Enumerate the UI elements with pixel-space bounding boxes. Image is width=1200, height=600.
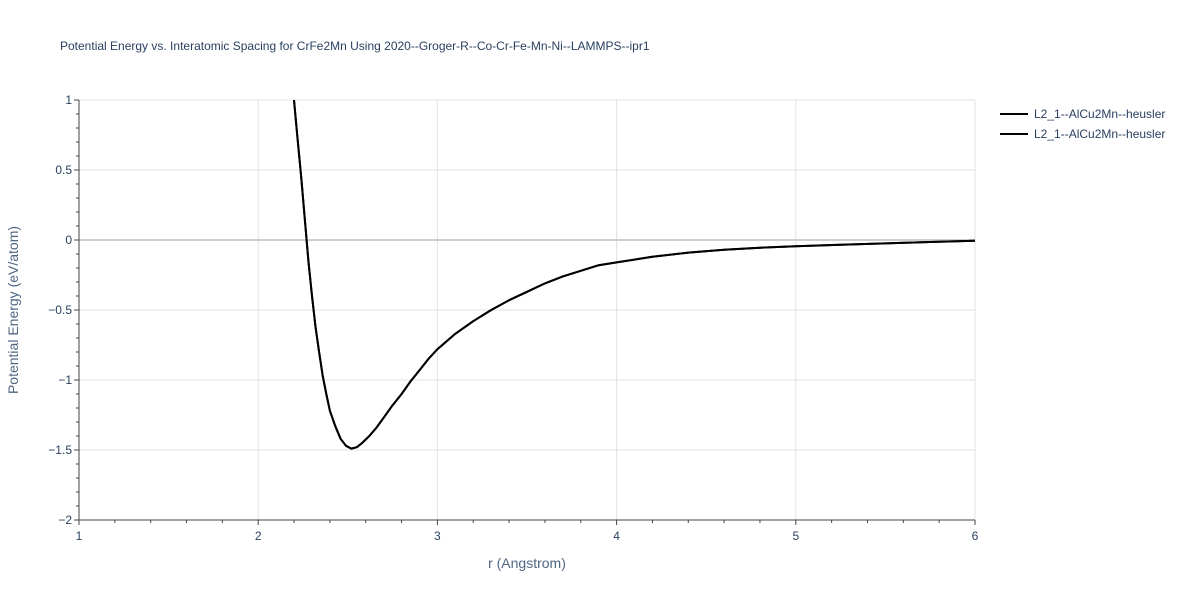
legend-label-1: L2_1--AlCu2Mn--heusler xyxy=(1034,107,1165,121)
x-tick-label: 4 xyxy=(613,529,620,543)
x-tick-label: 5 xyxy=(792,529,799,543)
legend: L2_1--AlCu2Mn--heusler L2_1--AlCu2Mn--heu… xyxy=(1000,107,1165,141)
x-tick-label: 6 xyxy=(972,529,979,543)
legend-label-2: L2_1--AlCu2Mn--heusler xyxy=(1034,127,1165,141)
y-tick-label: 0 xyxy=(65,233,72,247)
y-tick-label: −2 xyxy=(58,513,72,527)
x-axis-title: r (Angstrom) xyxy=(488,555,566,571)
x-tick-label: 1 xyxy=(76,529,83,543)
y-tick-label: 1 xyxy=(65,93,72,107)
axes xyxy=(74,99,976,525)
y-tick-label: −0.5 xyxy=(48,303,72,317)
grid-lines xyxy=(79,99,976,520)
tick-labels: 1 2 3 4 5 6 1 0.5 0 −0.5 −1 −1.5 −2 xyxy=(48,93,978,543)
series-line-2 xyxy=(293,100,975,450)
y-tick-label: −1 xyxy=(58,373,72,387)
y-axis-title: Potential Energy (eV/atom) xyxy=(5,226,21,394)
y-tick-label: −1.5 xyxy=(48,443,72,457)
chart-title: Potential Energy vs. Interatomic Spacing… xyxy=(60,39,650,53)
series-lines xyxy=(293,100,975,450)
x-tick-label: 2 xyxy=(255,529,262,543)
y-tick-label: 0.5 xyxy=(55,163,72,177)
x-tick-label: 3 xyxy=(434,529,441,543)
